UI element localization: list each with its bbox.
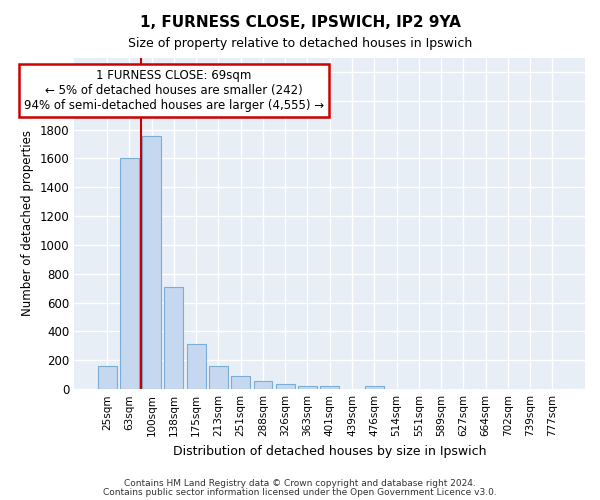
X-axis label: Distribution of detached houses by size in Ipswich: Distribution of detached houses by size … [173,444,487,458]
Bar [298,386,317,389]
Bar [120,158,139,389]
Bar [254,381,272,389]
Y-axis label: Number of detached properties: Number of detached properties [22,130,34,316]
Text: 1 FURNESS CLOSE: 69sqm
← 5% of detached houses are smaller (242)
94% of semi-det: 1 FURNESS CLOSE: 69sqm ← 5% of detached … [24,69,324,112]
Bar [98,366,116,389]
Bar [276,384,295,389]
Text: 1, FURNESS CLOSE, IPSWICH, IP2 9YA: 1, FURNESS CLOSE, IPSWICH, IP2 9YA [140,15,460,30]
Bar [187,344,206,389]
Bar [231,376,250,389]
Text: Size of property relative to detached houses in Ipswich: Size of property relative to detached ho… [128,38,472,51]
Bar [164,287,184,389]
Bar [320,386,339,389]
Bar [142,136,161,389]
Bar [209,366,228,389]
Text: Contains public sector information licensed under the Open Government Licence v3: Contains public sector information licen… [103,488,497,497]
Text: Contains HM Land Registry data © Crown copyright and database right 2024.: Contains HM Land Registry data © Crown c… [124,479,476,488]
Bar [365,386,384,389]
